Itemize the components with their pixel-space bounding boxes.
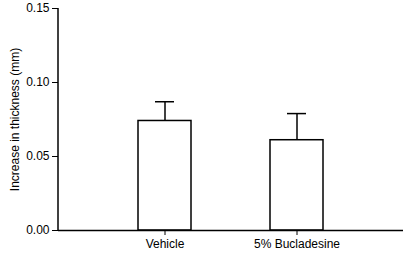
svg-text:0.15: 0.15 xyxy=(26,1,50,15)
svg-text:5% Bucladesine: 5% Bucladesine xyxy=(254,237,340,251)
svg-text:0.00: 0.00 xyxy=(26,223,50,237)
svg-text:0.05: 0.05 xyxy=(26,149,50,163)
svg-text:0.10: 0.10 xyxy=(26,75,50,89)
svg-text:Vehicle: Vehicle xyxy=(146,237,185,251)
svg-text:Increase in thickness (mm): Increase in thickness (mm) xyxy=(8,48,22,191)
